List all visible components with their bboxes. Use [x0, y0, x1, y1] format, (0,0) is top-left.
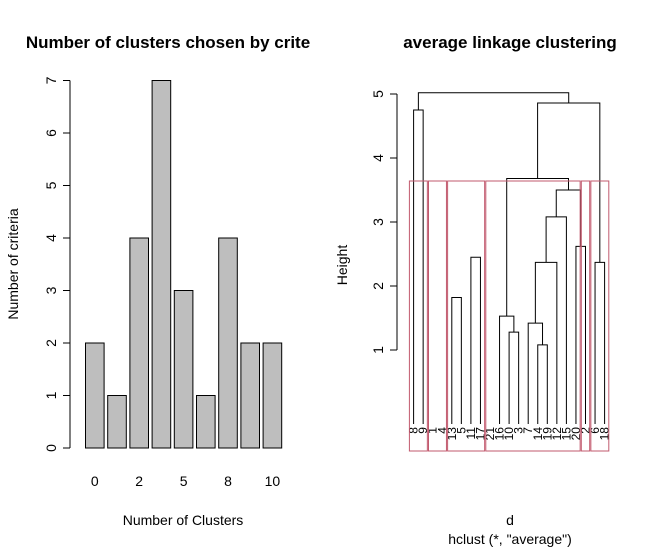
leaf-label: 15 — [559, 427, 573, 441]
bar-x-tick-label: 2 — [135, 473, 143, 489]
leaf-label: 7 — [521, 427, 535, 434]
cluster-rectangles — [408, 180, 610, 452]
dendrogram-branch — [575, 245, 586, 424]
leaf-label: 9 — [416, 427, 430, 434]
leaf-label: 12 — [550, 427, 564, 441]
bar-y-tick-label: 1 — [43, 391, 59, 399]
bar-4 — [151, 80, 172, 449]
dendrogram-x-label: d — [506, 512, 514, 528]
den-y-tick-label: 1 — [370, 346, 386, 354]
cluster-rect — [485, 180, 581, 452]
bar-1 — [107, 395, 127, 449]
cluster-rect — [580, 180, 591, 452]
den-y-tick-label: 3 — [370, 218, 386, 226]
leaf-label: 14 — [531, 427, 545, 441]
leaf-label: 6 — [588, 427, 602, 434]
bar-y-tick-label: 4 — [43, 234, 59, 242]
bar-y-tick-label: 2 — [43, 339, 59, 347]
bar-x-axis: 0 2 5 8 10 — [91, 473, 280, 489]
bar-y-tick-label: 3 — [43, 286, 59, 294]
bar-series — [85, 80, 283, 449]
bar-x-tick-label: 5 — [180, 473, 188, 489]
dendrogram-branch — [527, 322, 544, 424]
leaf-label: 8 — [407, 427, 421, 434]
bar-x-tick-label: 10 — [265, 473, 281, 489]
dendrogram-subtitle: hclust (*, "average") — [448, 531, 572, 547]
leaf-label: 11 — [464, 427, 478, 440]
dendrogram-branch — [537, 344, 548, 424]
bar-y-tick-label: 5 — [43, 181, 59, 189]
dendrogram-y-label: Height — [334, 245, 350, 286]
cluster-rect — [408, 180, 428, 452]
leaf-label: 20 — [569, 427, 583, 441]
bar-x-tick-label: 8 — [224, 473, 232, 489]
dendrogram-branch — [594, 261, 606, 424]
leaf-label: 10 — [502, 427, 516, 441]
dendrogram-branches — [413, 92, 606, 424]
leaf-label: 16 — [493, 427, 507, 441]
leaf-label: 1 — [426, 427, 440, 434]
cluster-rect — [428, 180, 447, 452]
cluster-rect — [447, 180, 486, 452]
dendrogram-branch — [508, 331, 520, 424]
bar-y-tick-label: 7 — [43, 76, 59, 84]
leaf-label: 2 — [579, 427, 593, 434]
dendrogram-branch — [545, 216, 567, 424]
bar-y-tick-label: 0 — [43, 444, 59, 452]
dendrogram-title: average linkage clustering — [403, 33, 617, 52]
bar-6 — [196, 395, 216, 449]
bar-0 — [85, 342, 105, 449]
bar-y-label: Number of criteria — [5, 208, 21, 319]
dendrogram-branch — [417, 92, 570, 110]
leaf-label: 19 — [540, 427, 554, 441]
bar-9 — [240, 342, 260, 449]
den-y-tick-label: 5 — [370, 90, 386, 98]
bar-y-axis: 0 1 2 3 4 5 6 7 — [43, 76, 71, 452]
leaf-label: 5 — [454, 427, 468, 434]
bar-chart-title: Number of clusters chosen by crite — [26, 33, 310, 52]
dendrogram-branch — [506, 177, 569, 317]
dendrogram-branch — [413, 109, 424, 424]
leaf-label: 4 — [435, 427, 449, 434]
bar-10 — [262, 342, 283, 449]
den-y-tick-label: 4 — [370, 154, 386, 162]
dendrogram-branch — [470, 256, 481, 424]
dendrogram-y-axis: 1 2 3 4 5 — [370, 90, 398, 354]
dendrogram-branch — [451, 297, 462, 424]
dendrogram-branch — [555, 189, 582, 247]
bar-2 — [129, 237, 149, 449]
den-y-tick-label: 2 — [370, 282, 386, 290]
bar-5 — [173, 290, 194, 449]
cluster-rect — [590, 180, 610, 452]
dendrogram-branch — [534, 261, 558, 424]
leaf-label: 13 — [445, 427, 459, 441]
leaf-label: 3 — [512, 427, 526, 434]
leaf-label: 21 — [483, 427, 497, 441]
bar-x-tick-label: 0 — [91, 473, 99, 489]
bar-x-label: Number of Clusters — [123, 512, 244, 528]
bar-8 — [218, 237, 238, 449]
bar-y-tick-label: 6 — [43, 129, 59, 137]
bar-chart: Number of clusters chosen by crite 0 1 2 3 4… — [5, 33, 310, 528]
leaf-label: 17 — [473, 427, 487, 441]
leaf-label: 18 — [598, 427, 612, 441]
